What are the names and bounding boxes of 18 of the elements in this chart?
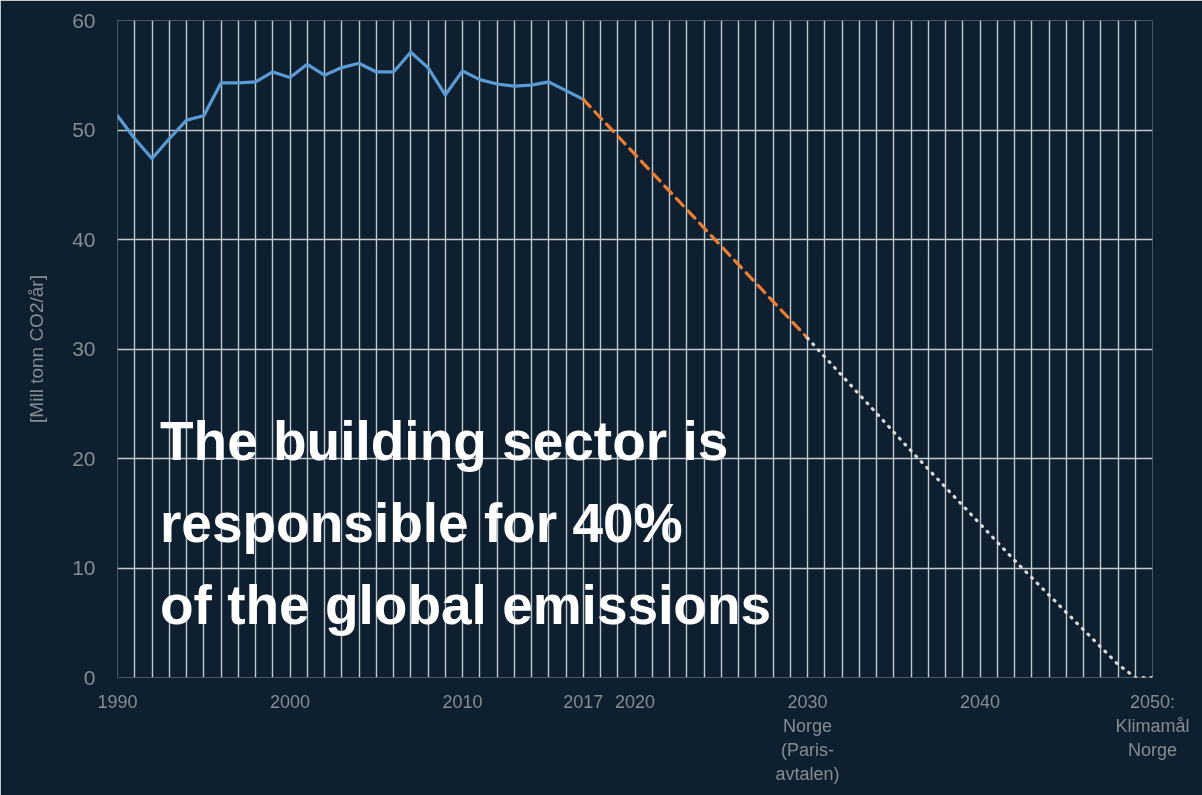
y-tick-label: 30	[72, 337, 96, 360]
line-series	[117, 50, 585, 161]
y-tick-label: 20	[72, 446, 96, 470]
y-tick-label: 10	[72, 556, 96, 579]
y-tick-label: 50	[72, 118, 96, 141]
y-axis-title: [Mill tonn CO2/år]	[26, 275, 48, 423]
x-tick-label: 2030 Norge (Paris- avtalen)	[775, 691, 840, 784]
x-tick-label: 2050: Klimamål Norge	[1115, 691, 1190, 760]
x-tick-label: 2020	[614, 691, 656, 712]
x-tick-label: 2017	[563, 691, 604, 712]
y-tick-label: 60	[72, 8, 96, 32]
x-tick-label: 2010	[442, 691, 483, 712]
y-tick-label: 40	[72, 227, 96, 251]
y-tick-label: 0	[83, 665, 96, 689]
x-tick-label: 2040	[959, 691, 1001, 712]
x-tick-label: 1990	[97, 691, 138, 712]
x-tick-label: 2000	[269, 691, 311, 712]
line-series	[805, 336, 1153, 678]
